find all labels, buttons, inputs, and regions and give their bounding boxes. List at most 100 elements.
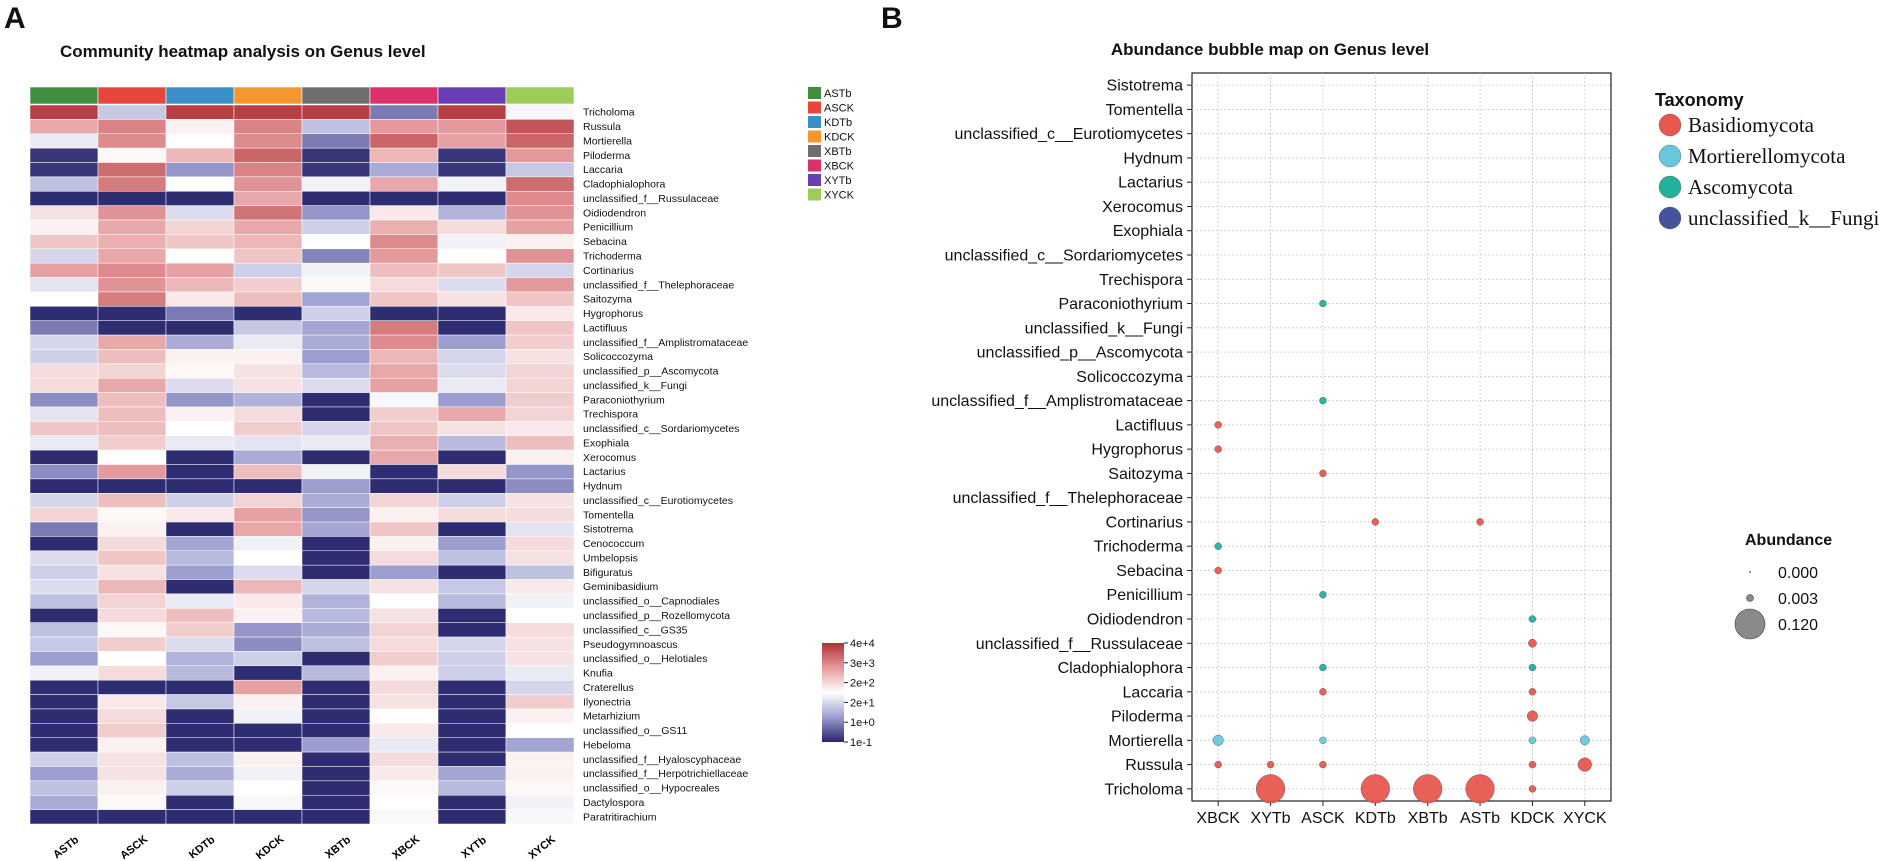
y-tick-label: Lactifluus	[1115, 417, 1183, 434]
heatmap-cell	[233, 219, 303, 235]
heatmap-cell	[29, 119, 99, 135]
bubble-point	[1319, 299, 1327, 308]
heatmap-cell	[29, 794, 99, 810]
heatmap-cell	[301, 493, 371, 508]
y-tick-label: Sistotrema	[1107, 78, 1184, 95]
heatmap-cell	[97, 464, 167, 480]
y-tick-label: unclassified_c__Sordariomycetes	[945, 248, 1183, 265]
heatmap-cell	[505, 593, 575, 609]
heatmap-cell	[369, 536, 439, 552]
heatmap-column-label: KDTb	[187, 834, 218, 861]
heatmap-cell	[97, 794, 167, 810]
legend-label-xyck: XYCK	[824, 190, 855, 202]
heatmap-cell	[97, 277, 167, 293]
heatmap-cell	[233, 521, 303, 537]
heatmap-row-label: Ilyonectria	[583, 696, 631, 708]
bubble-point	[1212, 734, 1224, 746]
heatmap-cell	[505, 176, 575, 192]
bubble-chart: Sistotrema Tomentella unclassified_c__Euro…	[931, 72, 1879, 827]
heatmap-cell	[437, 306, 507, 321]
heatmap-cell	[233, 794, 303, 810]
heatmap-cell	[233, 550, 303, 566]
heatmap-cell	[505, 751, 575, 767]
heatmap-cell	[165, 550, 235, 566]
heatmap-cell	[97, 536, 167, 552]
heatmap-cell	[505, 622, 575, 638]
taxonomy-legend-title: Taxonomy	[1655, 90, 1744, 110]
heatmap-cell	[165, 119, 235, 135]
y-tick-label: Saitozyma	[1108, 466, 1183, 483]
heatmap-cell	[369, 334, 439, 350]
heatmap-cell	[437, 665, 507, 681]
heatmap-column-label: XBCK	[390, 833, 422, 861]
heatmap-cell	[437, 119, 507, 135]
heatmap-cell	[437, 679, 507, 695]
heatmap-cell	[97, 478, 167, 494]
heatmap-cell	[97, 564, 167, 580]
heatmap-cell	[301, 780, 371, 796]
heatmap-cell	[369, 277, 439, 293]
y-tick-label: unclassified_f__Amplistromataceae	[931, 393, 1183, 410]
heatmap-cell	[97, 723, 167, 738]
heatmap-cell	[165, 421, 235, 436]
taxonomy-legend-swatch	[1658, 144, 1682, 168]
heatmap-cell	[97, 119, 167, 135]
heatmap-cell	[505, 536, 575, 552]
heatmap-cell	[97, 579, 167, 595]
heatmap-cell	[369, 751, 439, 767]
heatmap-cell	[29, 191, 99, 206]
heatmap-row-label: Exophiala	[583, 437, 629, 449]
heatmap-cell	[165, 104, 235, 120]
heatmap-cell	[233, 363, 303, 379]
heatmap-row-label: unclassified_f__Hyaloscyphaceae	[583, 754, 741, 766]
taxonomy-legend-label: Ascomycota	[1688, 175, 1794, 199]
heatmap-cell	[97, 521, 167, 537]
heatmap-cell	[165, 751, 235, 767]
heatmap-cell	[29, 579, 99, 595]
heatmap-cell	[29, 521, 99, 537]
heatmap-cell	[29, 636, 99, 652]
heatmap-cell	[505, 406, 575, 422]
heatmap-cell	[233, 507, 303, 523]
heatmap-cell	[233, 449, 303, 465]
heatmap-row-label: Paratritirachium	[583, 811, 657, 823]
bubble-point	[1528, 615, 1537, 623]
heatmap-cell	[369, 392, 439, 408]
heatmap-cell	[369, 651, 439, 667]
heatmap-cell	[29, 809, 99, 825]
heatmap-cell	[165, 392, 235, 408]
heatmap-cell	[29, 234, 99, 250]
heatmap-cell	[505, 363, 575, 379]
heatmap-cell	[369, 421, 439, 436]
y-tick-label: unclassified_c__Eurotiomycetes	[954, 126, 1183, 143]
y-tick-label: Trichoderma	[1094, 539, 1183, 556]
heatmap-cell	[233, 536, 303, 552]
heatmap-cell	[437, 708, 507, 724]
heatmap-cell	[165, 363, 235, 379]
heatmap-cell	[505, 564, 575, 580]
heatmap-row-label: unclassified_p__Rozellomycota	[583, 610, 730, 622]
legend-swatch-astb	[808, 87, 821, 99]
heatmap-cell	[165, 406, 235, 422]
heatmap-cell	[437, 392, 507, 408]
heatmap-cell	[97, 334, 167, 350]
heatmap-cell	[437, 737, 507, 753]
heatmap-cell	[29, 723, 99, 738]
heatmap-cell	[505, 464, 575, 480]
bubble-point	[1214, 542, 1222, 550]
y-tick-label: Cladophialophora	[1058, 660, 1184, 677]
heatmap-cell	[29, 277, 99, 293]
heatmap-cell	[505, 708, 575, 724]
color-scale-label: 1e-1	[850, 737, 872, 749]
bubble-point	[1214, 760, 1222, 769]
heatmap-row-label: Umbelopsis	[583, 552, 638, 564]
panel-b-letter: B	[881, 2, 903, 35]
heatmap-cell	[233, 162, 303, 178]
heatmap-cell	[505, 392, 575, 408]
color-scale-label: 2e+2	[850, 678, 875, 690]
heatmap-cell	[29, 262, 99, 278]
heatmap-cell	[29, 176, 99, 192]
heatmap-cell	[165, 679, 235, 695]
y-tick-label: Trechispora	[1099, 272, 1183, 289]
heatmap-cell	[165, 579, 235, 595]
